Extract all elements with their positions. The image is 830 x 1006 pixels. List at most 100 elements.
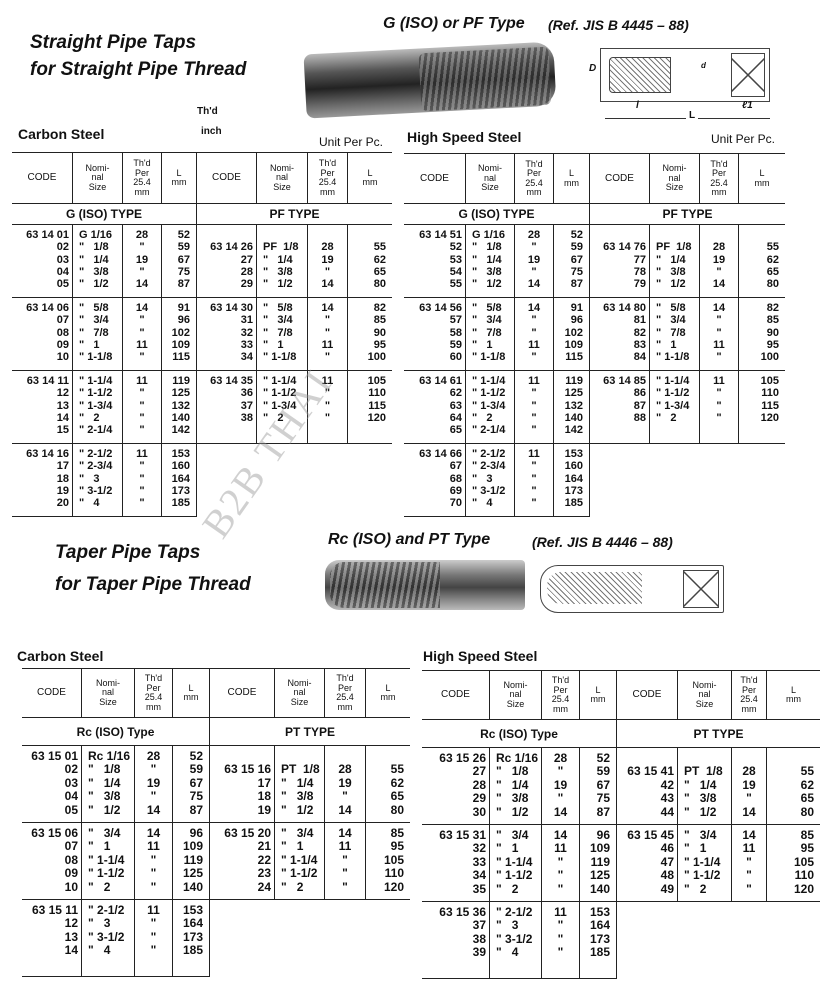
table-row-group: 63 14 35 36 37 38 " 1-1/4 " 1-1/2 " 1-3/4 " 2 11…	[197, 371, 392, 444]
cell-length-mm: 185	[182, 943, 203, 958]
cell-threads-per-inch: 11	[147, 903, 160, 917]
taper-title-line2: for Taper Pipe Thread	[55, 574, 251, 595]
column-nominal-size: " 5/8 " 3/4 " 7/8 " 1 " 1-1/8	[257, 298, 308, 370]
column-header-length-mm: L mm	[362, 167, 378, 187]
column-header-length-mm: L mm	[173, 668, 210, 718]
straight-hss-unit: Unit Per Pc.	[711, 132, 776, 146]
cell-length-mm: 87	[189, 802, 203, 817]
cell-length-mm: 132	[564, 399, 583, 412]
column-header-threads-per-inch: Th'd Per 25.4 mm	[325, 668, 366, 718]
column-header-code: CODE	[590, 153, 650, 204]
cell-nominal-size: " 1-1/4	[656, 375, 690, 387]
table-row-group: 63 15 31 32 33 34 35 " 3/4 " 1 " 1-1/4 " 1-1/2 " …	[422, 825, 617, 902]
cell-length-mm: 115	[368, 399, 386, 412]
cell-threads-per-inch: "	[324, 265, 331, 278]
cell-nominal-size: G 1/16	[472, 229, 506, 241]
column-header-nominal-size: Nomi- nal Size	[73, 152, 123, 204]
cell-code: 63 15 45	[627, 828, 674, 842]
column-nominal-size: PF 1/8 " 1/4 " 3/8 " 1/2	[650, 225, 700, 297]
cell-code: 27	[240, 253, 253, 266]
cell-nominal-size: " 5/8	[472, 302, 502, 314]
column-code: 63 15 36 37 38 39	[422, 902, 490, 978]
cell-threads-per-inch: "	[150, 762, 157, 777]
table-row-group: 63 15 45 46 47 48 49 " 3/4 " 1 " 1-1/4 " 1-1/2 " …	[617, 825, 820, 902]
cell-code: 19	[56, 484, 69, 497]
cell-threads-per-inch: "	[557, 918, 564, 933]
cell-code: 39	[472, 945, 486, 960]
cell-length-mm: 102	[564, 326, 583, 339]
cell-nominal-size: " 1-1/4	[472, 375, 506, 387]
column-nominal-size: " 3/4 " 1 " 1-1/4 " 1-1/2 " 2	[678, 825, 732, 901]
cell-code: 63 14 30	[210, 302, 253, 314]
cell-code: 32	[240, 326, 253, 339]
cell-nominal-size: " 1/8	[496, 764, 529, 779]
column-length-mm: 153 160 164 173 185	[554, 444, 590, 516]
cell-code: 29	[240, 278, 253, 291]
cell-nominal-size: " 1	[281, 839, 304, 854]
cell-threads-per-inch: "	[716, 265, 722, 278]
cell-threads-per-inch: 19	[712, 253, 726, 266]
cell-code: 63 14 06	[26, 302, 69, 314]
column-header-nominal-size: Nomi- nal Size	[490, 670, 542, 720]
cell-threads-per-inch: 28	[338, 762, 352, 777]
cell-threads-per-inch: 14	[553, 804, 568, 819]
cell-length-mm: 110	[794, 868, 814, 883]
cell-threads-per-inch: "	[139, 484, 145, 497]
column-nominal-size: PT 1/8 " 1/4 " 3/8 " 1/2	[678, 748, 732, 824]
type-heading: Rc (ISO) Type	[22, 718, 210, 746]
cell-code: 63 15 31	[439, 828, 486, 842]
cell-threads-per-inch: "	[531, 326, 537, 339]
cell-length-mm: 173	[171, 484, 190, 497]
cell-length-mm: 140	[171, 411, 190, 424]
cell-threads-per-inch: "	[150, 789, 157, 804]
cell-code: 08	[56, 326, 69, 339]
cell-threads-per-inch: "	[139, 314, 145, 327]
cell-nominal-size: " 2	[263, 411, 284, 424]
cell-code: 63 14 80	[603, 302, 646, 314]
cell-code: 38	[472, 931, 486, 946]
column-code: 63 14 06 07 08 09 10	[12, 298, 73, 370]
cell-code: 63 14 01	[26, 229, 69, 241]
column-length-mm: 55 62 65 80	[348, 225, 392, 297]
cell-length-mm: 153	[171, 448, 190, 460]
cell-nominal-size: " 1-1/2	[263, 387, 297, 400]
cell-nominal-size: " 1-1/4	[79, 375, 113, 387]
cell-length-mm: 119	[172, 375, 190, 387]
cell-code: 44	[660, 804, 674, 819]
column-length-mm: 153 164 173 185	[173, 900, 210, 976]
straight-title-line2: for Straight Pipe Thread	[30, 59, 247, 80]
cell-nominal-size: " 1-1/8	[263, 351, 297, 364]
cell-code: 63 14 76	[603, 241, 646, 254]
column-length-mm: 82 85 90 95 100	[739, 298, 785, 370]
cell-length-mm: 55	[390, 762, 404, 777]
cell-threads-per-inch: "	[557, 854, 564, 869]
column-header-threads-per-inch: Th'd Per 25.4 mm	[123, 152, 162, 204]
column-header-threads-per-inch: Th'd Per 25.4 mm	[135, 668, 173, 718]
type-heading: G (ISO) TYPE	[404, 204, 590, 225]
column-length-mm: 153 160 164 173 185	[162, 444, 197, 516]
cell-nominal-size: " 4	[79, 497, 100, 510]
column-nominal-size: " 1-1/4 " 1-1/2 " 1-3/4 " 2 " 2-1/4	[466, 371, 515, 443]
table-row-group: 63 15 36 37 38 39 " 2-1/2 " 3 " 3-1/2 " 4 11 " " " 1…	[422, 902, 617, 979]
cell-code: 68	[449, 472, 462, 485]
cell-length-mm: 82	[373, 302, 386, 314]
cell-threads-per-inch: "	[139, 411, 145, 424]
cell-nominal-size: " 3-1/2	[496, 931, 533, 946]
column-code: 63 14 01 02 03 04 05	[12, 225, 73, 297]
column-code: 63 14 85 86 87 88	[590, 371, 650, 443]
cell-threads-per-inch: "	[531, 387, 537, 400]
table-row-group: 63 15 11 12 13 14 " 2-1/2 " 3 " 3-1/2 " 4 11 " " " 1…	[22, 900, 210, 977]
cell-code: 49	[660, 881, 674, 896]
cell-code: 18	[257, 789, 271, 804]
cell-nominal-size: " 2	[79, 411, 100, 424]
column-length-mm: 96 109 119 125 140	[580, 825, 617, 901]
cell-threads-per-inch: "	[531, 265, 537, 278]
cell-length-mm: 120	[383, 879, 404, 894]
cell-nominal-size: " 1-1/2	[281, 866, 318, 881]
cell-code: 63	[449, 399, 462, 412]
cell-nominal-size: " 1	[88, 839, 111, 854]
cell-threads-per-inch: "	[139, 241, 145, 254]
cell-length-mm: 55	[373, 241, 386, 254]
cell-threads-per-inch: "	[557, 881, 564, 896]
cell-nominal-size: " 3/4	[281, 826, 314, 840]
